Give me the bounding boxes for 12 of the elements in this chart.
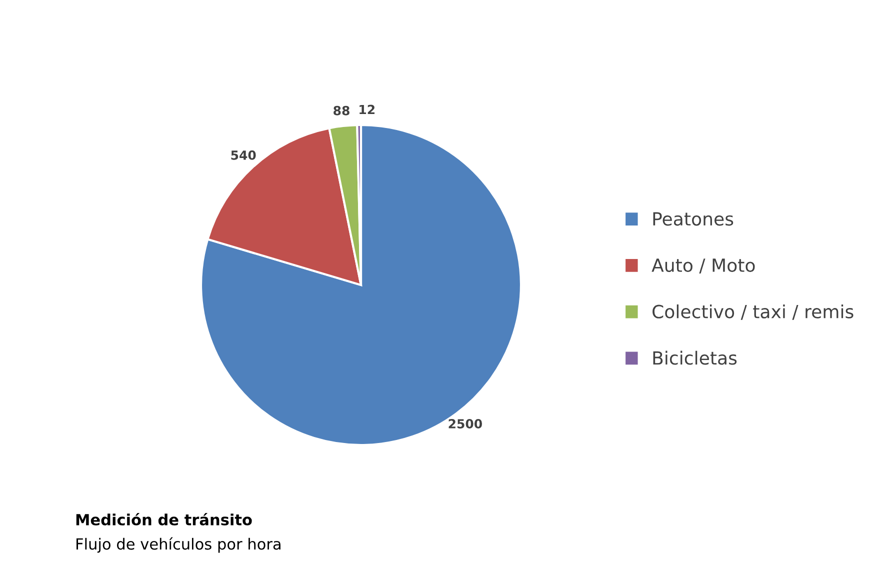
legend-label: Peatones (653, 212, 734, 226)
data-label: 12 (360, 104, 374, 114)
data-label: 88 (334, 106, 350, 116)
text: Flujo de vehículos por hora (76, 537, 280, 553)
legend-label: Bicicletas (653, 350, 737, 365)
data-label: 540 (231, 150, 256, 160)
data-label: 2500 (448, 419, 482, 428)
legend-label: Auto / Moto (652, 258, 755, 274)
pie-slice (206, 127, 362, 286)
legend-label: Colectivo / taxi / remis (652, 304, 854, 320)
text: Medición de tránsito (76, 512, 252, 526)
pie-slice (200, 124, 522, 446)
